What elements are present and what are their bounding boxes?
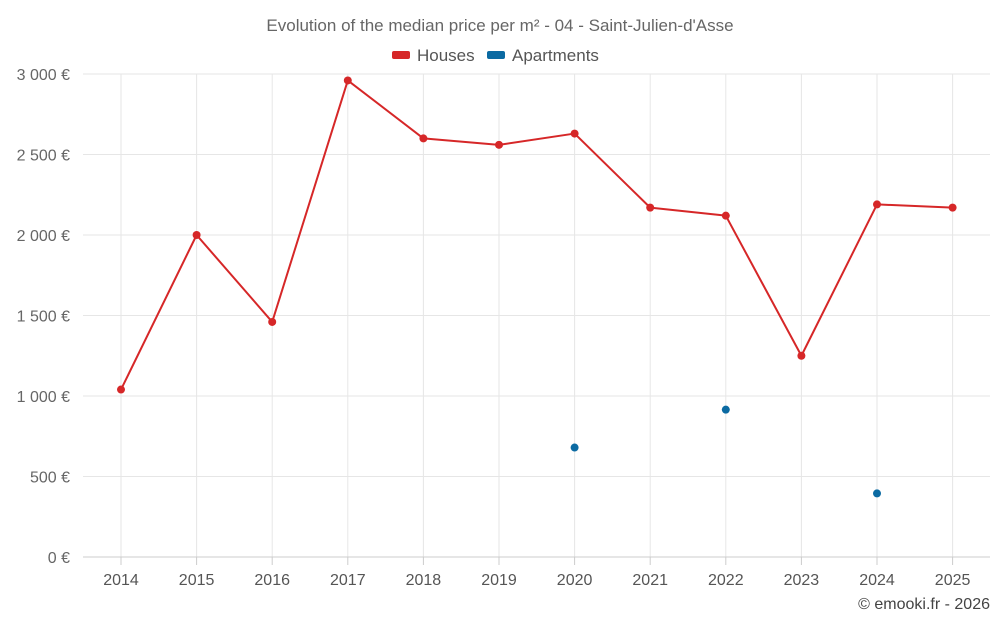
y-tick-label: 3 000 € xyxy=(17,67,70,84)
data-point-houses-2020[interactable] xyxy=(570,129,579,138)
legend-label-houses: Houses xyxy=(417,46,475,65)
data-point-houses-2019[interactable] xyxy=(495,140,503,149)
y-axis-ticks: 0 € 500 € 1 000 € 1 500 € 2 000 € 2 500 € 3 00… xyxy=(17,67,70,567)
x-tick-label: 2019 xyxy=(481,572,517,589)
data-point-houses-2016[interactable] xyxy=(268,317,277,326)
x-tick-label: 2021 xyxy=(632,572,668,589)
y-tick-label: 2 500 € xyxy=(17,148,70,165)
data-point-houses-2021[interactable] xyxy=(646,203,655,212)
data-point-houses-2022[interactable] xyxy=(721,211,730,220)
data-point-apartments-2022[interactable] xyxy=(721,405,730,414)
legend-item-houses[interactable]: Houses xyxy=(392,46,475,65)
data-point-houses-2017[interactable] xyxy=(343,76,352,85)
x-axis-ticks: 2014 2015 2016 2017 2018 2019 2020 2021 2022 2023… xyxy=(103,557,970,589)
data-point-apartments-2024[interactable] xyxy=(873,489,881,498)
x-tick-label: 2020 xyxy=(557,572,593,589)
legend: Houses Apartments xyxy=(392,46,599,65)
legend-swatch-apartments xyxy=(487,51,505,59)
legend-item-apartments[interactable]: Apartments xyxy=(487,46,599,65)
data-point-houses-2025[interactable] xyxy=(948,203,957,212)
x-tick-label: 2023 xyxy=(784,572,820,589)
y-tick-label: 2 000 € xyxy=(17,228,70,245)
x-tick-label: 2024 xyxy=(859,572,895,589)
data-point-houses-2018[interactable] xyxy=(419,134,428,143)
y-tick-label: 500 € xyxy=(30,470,70,487)
legend-label-apartments: Apartments xyxy=(512,46,599,65)
x-tick-label: 2016 xyxy=(254,572,290,589)
legend-swatch-houses xyxy=(392,51,410,59)
series-line-houses xyxy=(120,79,953,390)
data-point-apartments-2020[interactable] xyxy=(570,443,579,452)
series-layer xyxy=(117,76,957,498)
x-tick-label: 2025 xyxy=(935,572,971,589)
data-point-houses-2023[interactable] xyxy=(797,351,806,360)
y-tick-label: 1 000 € xyxy=(17,389,70,406)
credit-text: © emooki.fr - 2026 xyxy=(858,596,990,613)
x-tick-label: 2022 xyxy=(708,572,744,589)
x-tick-label: 2015 xyxy=(179,572,215,589)
y-tick-label: 1 500 € xyxy=(17,309,70,326)
data-point-houses-2024[interactable] xyxy=(873,200,881,209)
x-tick-label: 2017 xyxy=(330,572,366,589)
data-point-houses-2014[interactable] xyxy=(117,385,125,394)
data-point-houses-2015[interactable] xyxy=(192,231,201,239)
x-tick-label: 2018 xyxy=(406,572,442,589)
chart-title: Evolution of the median price per m² - 0… xyxy=(266,16,733,35)
x-tick-label: 2014 xyxy=(103,572,139,589)
y-tick-label: 0 € xyxy=(48,550,70,567)
grid-lines xyxy=(83,73,990,557)
